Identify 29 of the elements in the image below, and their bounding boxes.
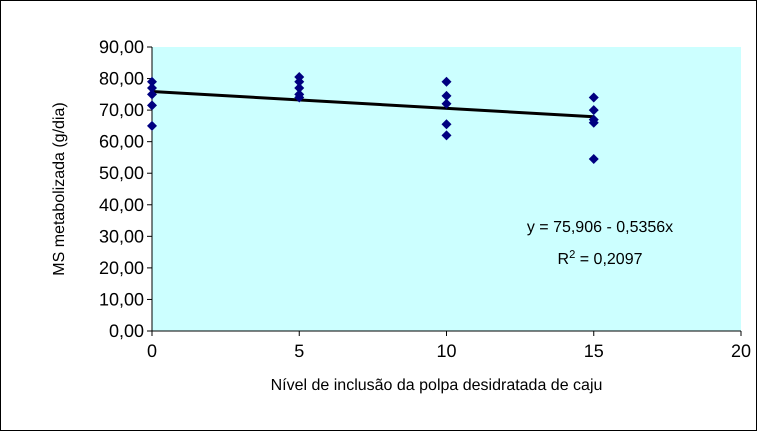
point bbox=[442, 119, 452, 130]
annotation: R$^{2}$ = 0,2097 bbox=[558, 249, 643, 268]
point bbox=[588, 92, 599, 102]
point bbox=[147, 100, 157, 110]
y-tick-label: 80,00 bbox=[98, 68, 144, 89]
point bbox=[442, 98, 452, 109]
y-axis-title: MS metabolizada (g/dia) bbox=[51, 102, 68, 276]
y-tick-label: 30,00 bbox=[98, 226, 144, 246]
x-tick-label: 20 bbox=[730, 341, 752, 361]
y-tick-label: 60,00 bbox=[98, 132, 144, 152]
y-tick-label: 50,00 bbox=[98, 163, 144, 184]
x-tick-label: 15 bbox=[584, 341, 604, 361]
x-tick-label: 10 bbox=[436, 341, 457, 361]
point bbox=[588, 105, 599, 116]
x-tick-label: 5 bbox=[294, 341, 304, 361]
y-tick-label: 0,00 bbox=[108, 321, 144, 341]
x-tick-label: 0 bbox=[146, 341, 158, 361]
y-tick-label: 90,00 bbox=[98, 37, 144, 57]
point bbox=[147, 120, 157, 131]
x-axis-title: Nível de inclusão da polpa desidratada de caju bbox=[270, 377, 602, 394]
point bbox=[442, 76, 452, 87]
annotation: y = 75,906 - 0,5356x bbox=[526, 219, 674, 236]
point bbox=[588, 154, 599, 164]
point bbox=[442, 130, 452, 140]
y-tick-label: 70,00 bbox=[98, 100, 144, 120]
y-tick-label: 40,00 bbox=[98, 194, 144, 215]
y-tick-label: 20,00 bbox=[98, 258, 144, 278]
y-tick-label: 10,00 bbox=[98, 289, 144, 310]
point bbox=[442, 90, 452, 101]
